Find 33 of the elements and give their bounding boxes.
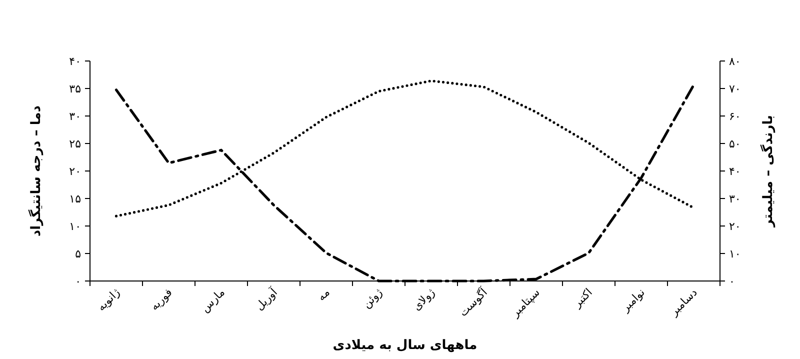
y2-tick-label: ۰ (729, 275, 735, 288)
y2-tick-label: ۳۰ (729, 192, 741, 206)
y-tick-label: ۲۰ (69, 165, 81, 178)
x-tick-label: اکتبر (570, 286, 595, 311)
y2-tick-label: ۸۰ (729, 55, 741, 68)
y2-tick-label: ۱۰ (729, 248, 741, 260)
y2-tick-label: ۷۰ (729, 82, 741, 96)
y-tick-label: ۱۰ (69, 220, 81, 233)
x-tick-label: سپتامبر (508, 286, 542, 320)
x-tick-label: نوامبر (618, 286, 648, 315)
y2-tick-label: ۶۰ (729, 110, 741, 123)
x-tick-label: دسامبر (666, 286, 700, 319)
x-tick-label: ژوئن (360, 286, 385, 311)
y2-axis-title: بارندگی – میلیمتر (760, 115, 776, 228)
y-tick-label: ۰ (75, 275, 81, 288)
x-tick-label: آوریل (252, 284, 281, 313)
x-tick-label: مارس (198, 286, 228, 315)
y-tick-label: ۱۵ (69, 192, 82, 206)
y-axis-title: دما – درجه سانتیگراد (28, 105, 44, 237)
y2-tick-label: ۲۰ (729, 220, 741, 233)
y-tick-label: ۳۰ (69, 110, 81, 123)
y-tick-label: ۴۰ (69, 55, 81, 68)
y2-tick-label: ۴۰ (729, 165, 741, 178)
x-tick-label: ژانویه (94, 286, 122, 314)
x-tick-label: ژولای (410, 286, 438, 314)
x-tick-label: فوریه (148, 286, 175, 313)
x-tick-label: آگوست (456, 284, 491, 320)
y-tick-label: ۳۵ (69, 82, 82, 96)
y2-tick-label: ۵۰ (729, 138, 741, 150)
x-axis-title: ماههای سال به میلادی (332, 338, 478, 353)
y-tick-label: ۵ (75, 248, 82, 260)
y-tick-label: ۲۵ (69, 138, 82, 150)
x-tick-label: مه (314, 286, 332, 304)
